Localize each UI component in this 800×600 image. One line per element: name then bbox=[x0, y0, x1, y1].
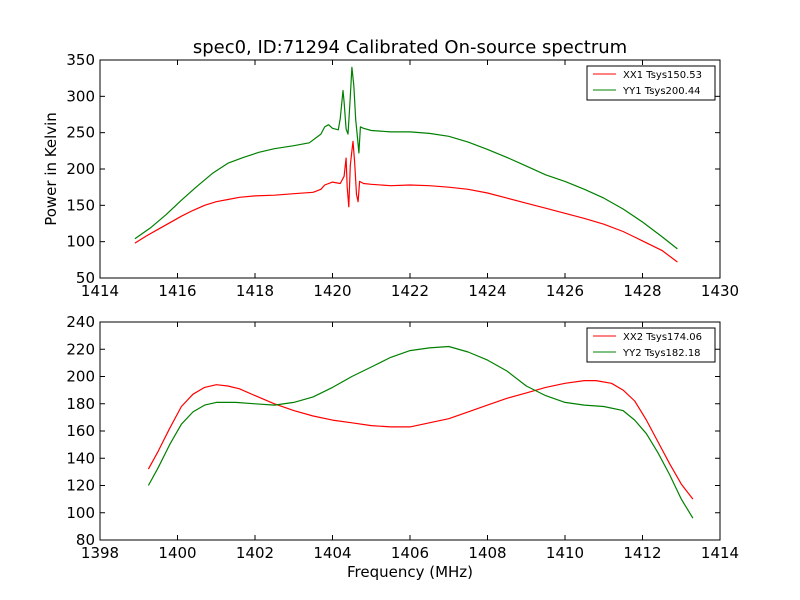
top-legend: XX1 Tsys150.53 YY1 Tsys200.44 bbox=[586, 65, 716, 101]
top-y-axis-label: Power in Kelvin bbox=[42, 112, 60, 226]
x-tick-label: 1418 bbox=[236, 282, 274, 300]
y-tick-label: 350 bbox=[66, 51, 95, 69]
x-tick-label: 1412 bbox=[623, 544, 661, 562]
top-legend-label-yy1: YY1 Tsys200.44 bbox=[622, 86, 701, 97]
y-tick-label: 50 bbox=[76, 269, 95, 287]
top-subplot: 1414 1416 1418 1420 1422 1424 1426 1428 1430 50 10… bbox=[42, 51, 739, 300]
bottom-legend-label-yy2: YY2 Tsys182.18 bbox=[622, 348, 701, 359]
x-tick-label: 1428 bbox=[623, 282, 661, 300]
bottom-legend-box bbox=[586, 327, 716, 363]
chart-title: spec0, ID:71294 Calibrated On-source spe… bbox=[193, 37, 627, 58]
x-tick-label: 1408 bbox=[468, 544, 506, 562]
y-tick-label: 80 bbox=[76, 531, 95, 549]
y-tick-label: 220 bbox=[66, 340, 95, 358]
x-tick-label: 1414 bbox=[701, 544, 739, 562]
y-tick-label: 250 bbox=[66, 124, 95, 142]
x-tick-label: 1406 bbox=[391, 544, 429, 562]
x-tick-label: 1420 bbox=[313, 282, 351, 300]
x-tick-label: 1430 bbox=[701, 282, 739, 300]
x-tick-label: 1424 bbox=[468, 282, 506, 300]
y-tick-label: 120 bbox=[66, 477, 95, 495]
top-plot-ticks: 1414 1416 1418 1420 1422 1424 1426 1428 1430 50 10… bbox=[66, 51, 739, 300]
bottom-legend-label-xx2: XX2 Tsys174.06 bbox=[623, 332, 702, 343]
series-line-xx2 bbox=[147, 380, 694, 500]
x-tick-label: 1422 bbox=[391, 282, 429, 300]
bottom-plot-lines bbox=[147, 345, 694, 519]
y-tick-label: 300 bbox=[66, 87, 95, 105]
x-tick-label: 1416 bbox=[158, 282, 196, 300]
y-tick-label: 140 bbox=[66, 449, 95, 467]
series-line-yy2 bbox=[147, 345, 694, 519]
top-legend-box bbox=[586, 65, 716, 101]
y-tick-label: 100 bbox=[66, 233, 95, 251]
bottom-plot-ticks: 1398 1400 1402 1404 1406 1408 1410 1412 1414 80 10… bbox=[66, 313, 739, 562]
series-line-xx1 bbox=[134, 140, 678, 263]
y-tick-label: 200 bbox=[66, 368, 95, 386]
top-legend-label-xx1: XX1 Tsys150.53 bbox=[623, 70, 702, 81]
x-tick-label: 1400 bbox=[158, 544, 196, 562]
y-tick-label: 100 bbox=[66, 504, 95, 522]
x-tick-label: 1426 bbox=[546, 282, 584, 300]
bottom-subplot: 1398 1400 1402 1404 1406 1408 1410 1412 1414 80 10… bbox=[66, 313, 739, 581]
y-tick-label: 240 bbox=[66, 313, 95, 331]
y-tick-label: 160 bbox=[66, 422, 95, 440]
y-tick-label: 150 bbox=[66, 196, 95, 214]
x-tick-label: 1410 bbox=[546, 544, 584, 562]
y-tick-label: 200 bbox=[66, 160, 95, 178]
series-line-yy1 bbox=[134, 66, 678, 250]
x-tick-label: 1414 bbox=[81, 282, 119, 300]
x-tick-label: 1402 bbox=[236, 544, 274, 562]
x-tick-label: 1404 bbox=[313, 544, 351, 562]
x-axis-label: Frequency (MHz) bbox=[347, 563, 473, 581]
bottom-legend: XX2 Tsys174.06 YY2 Tsys182.18 bbox=[586, 327, 716, 363]
top-plot-lines bbox=[134, 66, 678, 263]
x-tick-label: 1398 bbox=[81, 544, 119, 562]
y-tick-label: 180 bbox=[66, 395, 95, 413]
